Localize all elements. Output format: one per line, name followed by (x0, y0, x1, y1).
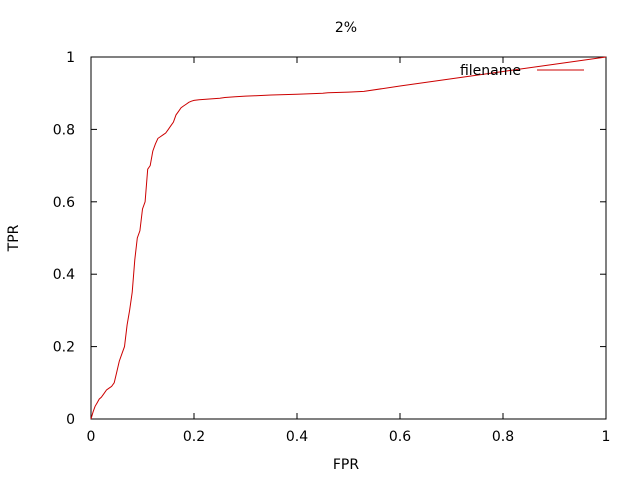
x-tick-label: 1 (602, 429, 611, 445)
y-tick-label: 0.2 (53, 340, 75, 356)
x-axis-label: FPR (333, 457, 359, 473)
x-tick-label: 0 (87, 429, 96, 445)
y-tick-label: 1 (66, 50, 75, 66)
y-axis-ticks: 0 0.2 0.4 0.6 0.8 1 (53, 50, 606, 428)
y-tick-label: 0.8 (53, 122, 75, 138)
plot-frame (90, 56, 607, 420)
series-layer (90, 56, 607, 420)
x-tick-label: 0.6 (389, 429, 411, 445)
legend: filename (460, 63, 584, 79)
y-tick-label: 0 (66, 412, 75, 428)
y-tick-label: 0.4 (53, 267, 75, 283)
y-axis-label: TPR (6, 224, 22, 252)
chart-title: 2% (335, 20, 357, 36)
x-tick-label: 0.8 (492, 429, 514, 445)
legend-label: filename (460, 63, 521, 79)
x-axis-ticks: 0 0.2 0.4 0.6 0.8 1 (87, 57, 611, 445)
x-tick-label: 0.4 (286, 429, 308, 445)
y-tick-label: 0.6 (53, 195, 75, 211)
x-tick-label: 0.2 (183, 429, 205, 445)
series-line-filename (90, 56, 607, 420)
